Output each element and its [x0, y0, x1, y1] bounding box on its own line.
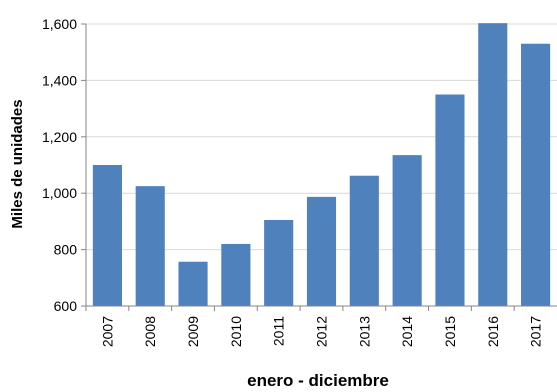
x-tick-label: 2011 — [271, 316, 287, 346]
bar-2010 — [221, 243, 251, 306]
x-tick-label: 2016 — [485, 316, 501, 347]
x-tick-label: 2007 — [99, 316, 115, 347]
y-tick-label: 800 — [54, 242, 78, 258]
bar-2011 — [264, 219, 294, 306]
bar-2007 — [92, 165, 122, 306]
bar-2008 — [135, 186, 165, 306]
bar-2013 — [349, 175, 379, 306]
bar-2015 — [435, 94, 465, 306]
x-tick-label: 2008 — [142, 316, 158, 347]
x-tick-labels: 2007 2008 2009 2010 2011 2012 2013 2014 2015 2016… — [85, 306, 544, 347]
x-tick-label: 2017 — [528, 316, 544, 347]
x-tick-label: 2013 — [356, 316, 372, 347]
y-tick-labels: 600 800 1,000 1,200 1,400 1,600 — [42, 16, 86, 314]
y-tick-label: 1,000 — [42, 185, 77, 201]
bar-2017 — [521, 43, 551, 307]
bar-2012 — [306, 196, 337, 306]
x-tick-label: 2015 — [442, 316, 458, 347]
y-tick-label: 1,400 — [42, 72, 77, 88]
bar-2014 — [392, 155, 422, 306]
x-tick-label: 2010 — [228, 316, 244, 347]
x-tick-label: 2014 — [399, 316, 415, 347]
bar-2009 — [178, 261, 208, 306]
y-tick-label: 600 — [54, 298, 78, 314]
bars-layer — [92, 23, 551, 307]
y-tick-label: 1,600 — [42, 16, 77, 32]
y-axis-title: Miles de unidades — [9, 99, 26, 228]
x-tick-label: 2009 — [185, 316, 201, 347]
axes-layer — [85, 24, 557, 307]
x-tick-label: 2012 — [314, 316, 330, 347]
y-tick-label: 1,200 — [42, 129, 77, 145]
x-axis-title: enero - diciembre — [247, 371, 389, 390]
bar-2016 — [478, 23, 508, 307]
